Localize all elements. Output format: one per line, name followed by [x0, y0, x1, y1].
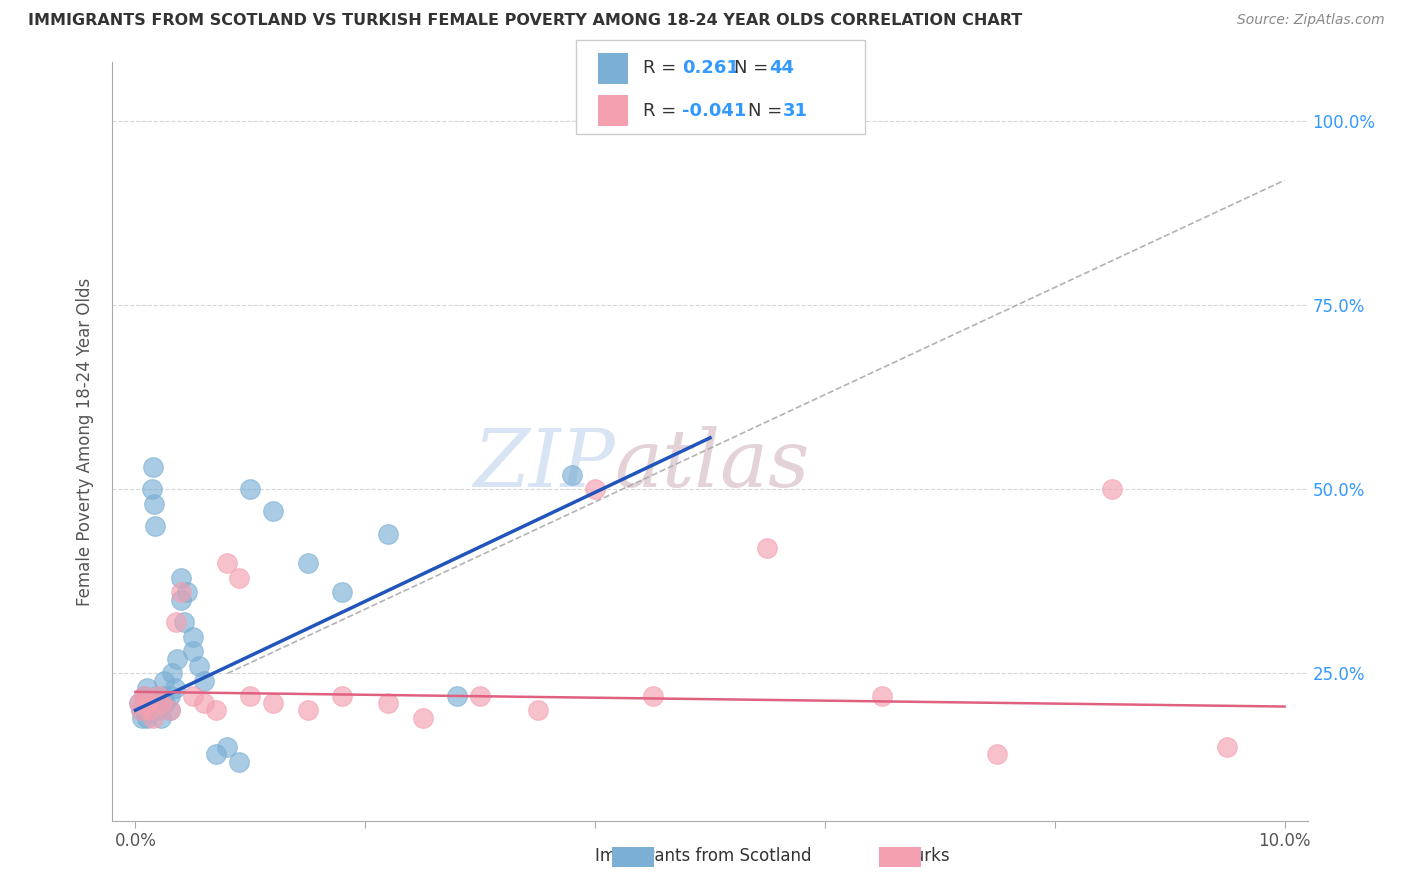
- Text: R =: R =: [643, 60, 682, 78]
- Point: [132, 689, 155, 703]
- Point: [153, 673, 176, 688]
- Point: [134, 703, 156, 717]
- Point: [330, 585, 353, 599]
- Point: [139, 696, 162, 710]
- Point: [142, 710, 165, 724]
- Point: [986, 747, 1008, 762]
- Point: [159, 703, 181, 717]
- Point: [138, 703, 160, 717]
- Text: atlas: atlas: [614, 425, 810, 503]
- Point: [142, 497, 165, 511]
- Point: [217, 556, 239, 570]
- Point: [141, 483, 163, 497]
- Point: [149, 696, 172, 710]
- Point: [181, 644, 204, 658]
- Point: [470, 689, 492, 703]
- Point: [181, 689, 204, 703]
- Point: [193, 696, 215, 710]
- Point: [377, 696, 399, 710]
- Point: [129, 703, 152, 717]
- Point: [1101, 483, 1123, 497]
- Point: [136, 710, 159, 724]
- Point: [641, 689, 664, 703]
- Point: [155, 696, 177, 710]
- Point: [262, 504, 284, 518]
- Text: -0.041: -0.041: [682, 102, 747, 120]
- Point: [205, 703, 228, 717]
- Text: N =: N =: [748, 102, 787, 120]
- Point: [159, 689, 181, 703]
- Point: [173, 615, 195, 629]
- Point: [148, 689, 170, 703]
- Point: [181, 630, 204, 644]
- Point: [239, 483, 262, 497]
- Text: Source: ZipAtlas.com: Source: ZipAtlas.com: [1237, 13, 1385, 28]
- Point: [583, 483, 606, 497]
- Point: [561, 467, 583, 482]
- Text: N =: N =: [734, 60, 773, 78]
- Point: [138, 703, 160, 717]
- Point: [162, 666, 183, 681]
- Y-axis label: Female Poverty Among 18-24 Year Olds: Female Poverty Among 18-24 Year Olds: [76, 277, 94, 606]
- Point: [143, 519, 166, 533]
- Text: 31: 31: [783, 102, 808, 120]
- Point: [129, 703, 152, 717]
- Point: [132, 689, 155, 703]
- Point: [152, 689, 174, 703]
- Point: [159, 703, 181, 717]
- Point: [135, 696, 157, 710]
- Point: [446, 689, 468, 703]
- Point: [166, 651, 188, 665]
- Point: [228, 571, 250, 585]
- Point: [412, 710, 434, 724]
- Point: [228, 755, 250, 769]
- Point: [756, 541, 779, 556]
- Point: [297, 703, 319, 717]
- Text: Turks: Turks: [905, 847, 950, 865]
- Point: [170, 571, 193, 585]
- Point: [145, 689, 167, 703]
- Text: 44: 44: [769, 60, 794, 78]
- Point: [142, 460, 165, 475]
- Text: ZIP: ZIP: [472, 425, 614, 503]
- Point: [262, 696, 284, 710]
- Point: [136, 696, 159, 710]
- Point: [176, 585, 198, 599]
- Text: 0.261: 0.261: [682, 60, 738, 78]
- Point: [239, 689, 262, 703]
- Point: [170, 585, 193, 599]
- Text: R =: R =: [643, 102, 682, 120]
- Point: [217, 739, 239, 754]
- Text: IMMIGRANTS FROM SCOTLAND VS TURKISH FEMALE POVERTY AMONG 18-24 YEAR OLDS CORRELA: IMMIGRANTS FROM SCOTLAND VS TURKISH FEMA…: [28, 13, 1022, 29]
- Point: [170, 592, 193, 607]
- Point: [148, 696, 170, 710]
- Point: [297, 556, 319, 570]
- Point: [193, 673, 215, 688]
- Text: Immigrants from Scotland: Immigrants from Scotland: [595, 847, 811, 865]
- Point: [205, 747, 228, 762]
- Point: [131, 710, 153, 724]
- Point: [1216, 739, 1239, 754]
- Point: [148, 703, 170, 717]
- Point: [526, 703, 548, 717]
- Point: [163, 681, 186, 695]
- Point: [165, 615, 187, 629]
- Point: [128, 696, 150, 710]
- Point: [187, 659, 209, 673]
- Point: [149, 710, 172, 724]
- Point: [872, 689, 894, 703]
- Point: [128, 696, 150, 710]
- Point: [330, 689, 353, 703]
- Point: [136, 681, 159, 695]
- Point: [377, 526, 399, 541]
